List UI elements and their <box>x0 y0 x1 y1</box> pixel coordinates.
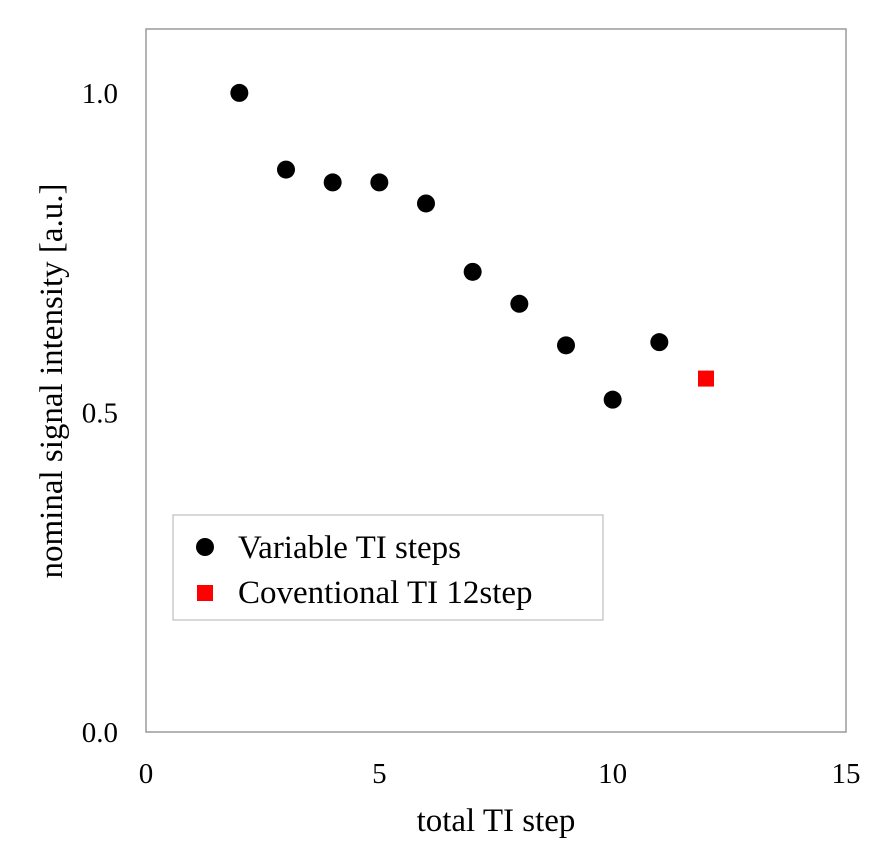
data-point-conventional <box>698 370 714 387</box>
data-point-variable <box>323 173 342 192</box>
data-point-variable <box>603 390 622 409</box>
legend-box <box>172 514 604 621</box>
data-point-variable <box>277 160 295 179</box>
data-point-variable <box>557 336 575 355</box>
y-tick-labels: 0.0 0.5 1.0 <box>82 78 118 749</box>
data-point-variable <box>650 333 669 352</box>
legend-label-variable-ti-steps: Variable TI steps <box>238 530 461 566</box>
data-point-variable <box>370 173 389 192</box>
x-tick-label: 15 <box>832 758 861 790</box>
data-point-variable <box>417 194 435 213</box>
y-tick-label: 0.5 <box>82 397 118 429</box>
x-tick-label: 10 <box>598 758 627 790</box>
plot-area <box>145 28 847 733</box>
data-point-variable <box>230 83 249 102</box>
y-tick-label: 1.0 <box>82 78 118 110</box>
y-axis-title: nominal signal intensity [a.u.] <box>34 183 70 578</box>
legend-marker-conventional-ti-12step <box>197 585 213 601</box>
data-point-variable <box>463 262 482 281</box>
x-tick-labels: 0 5 10 15 <box>139 758 861 790</box>
y-tick-label: 0.0 <box>82 717 118 749</box>
legend-marker-variable-ti-steps <box>196 538 214 556</box>
data-point-variable <box>510 294 529 313</box>
legend: Variable TI steps Coventional TI 12step <box>172 514 604 621</box>
x-tick-label: 5 <box>372 758 387 790</box>
data-points <box>230 83 714 409</box>
legend-label-conventional-ti-12step: Coventional TI 12step <box>238 575 533 611</box>
x-axis-title: total TI step <box>417 803 576 839</box>
x-tick-label: 0 <box>139 758 154 790</box>
